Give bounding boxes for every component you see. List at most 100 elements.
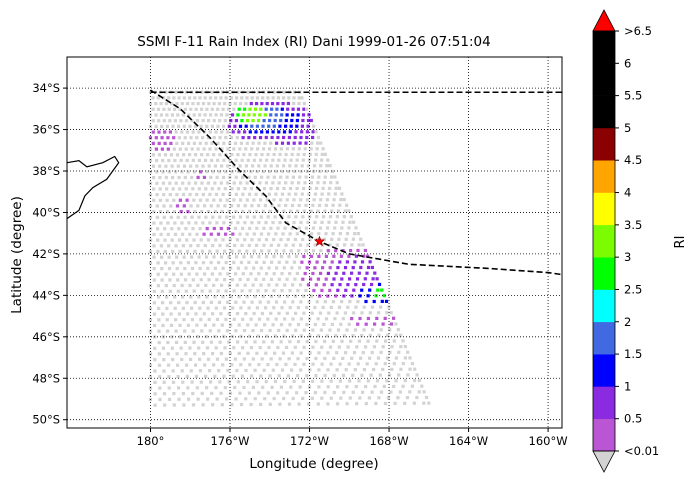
scan-point — [385, 333, 390, 337]
scan-point — [277, 374, 281, 378]
scan-point — [340, 192, 344, 196]
scan-point — [185, 238, 189, 242]
scan-point — [221, 175, 226, 179]
scan-point — [272, 90, 276, 94]
scan-point — [403, 379, 407, 383]
scan-point — [299, 334, 303, 338]
scan-point — [236, 380, 240, 384]
scan-point — [247, 243, 251, 247]
scan-point — [153, 346, 157, 350]
scan-point — [300, 192, 304, 196]
scan-point — [187, 181, 191, 185]
scan-point — [160, 124, 164, 128]
scan-point — [323, 339, 327, 344]
scan-point — [330, 322, 334, 326]
scan-point — [209, 340, 213, 344]
scan-point — [379, 350, 383, 354]
scan-point — [224, 261, 228, 265]
scan-point — [203, 363, 207, 367]
scan-point — [148, 193, 153, 197]
scan-point — [226, 147, 230, 151]
scan-point — [302, 209, 306, 213]
scan-point — [364, 345, 368, 349]
scan-point — [267, 345, 271, 350]
scan-point — [358, 316, 362, 321]
scan-point — [223, 102, 227, 106]
scan-point — [180, 283, 184, 288]
scan-point — [229, 221, 233, 225]
scan-point — [195, 232, 199, 236]
scan-point — [172, 392, 176, 396]
scan-point — [323, 300, 327, 304]
scan-point — [269, 226, 273, 230]
scan-point — [330, 237, 334, 241]
scan-point — [265, 198, 269, 202]
scan-point — [172, 96, 176, 100]
scan-point — [193, 124, 198, 128]
scan-point — [285, 260, 289, 264]
scan-point — [292, 96, 296, 100]
chart-title: SSMI F-11 Rain Index (RI) Dani 1999-01-2… — [137, 34, 490, 50]
scan-point — [165, 198, 169, 202]
scan-point — [318, 226, 323, 230]
scan-point — [181, 141, 185, 145]
scan-point — [369, 373, 373, 377]
scan-point — [308, 351, 312, 355]
scan-point — [157, 153, 161, 157]
scan-point — [336, 385, 340, 389]
scan-point — [225, 113, 229, 117]
scan-point — [193, 210, 197, 214]
scan-point — [209, 261, 213, 265]
scan-point — [261, 96, 265, 100]
scan-point — [356, 322, 360, 326]
scan-point — [305, 135, 309, 140]
x-axis-label: Longitude (degree) — [249, 456, 378, 472]
scan-point — [204, 374, 208, 378]
scan-point — [177, 238, 182, 242]
scan-point — [155, 193, 159, 197]
scan-point — [210, 141, 214, 145]
scan-point — [248, 107, 252, 111]
scan-point — [224, 317, 228, 321]
y-tick-label: 50°S — [32, 413, 60, 427]
scan-point — [262, 260, 266, 264]
scan-point — [164, 90, 168, 94]
scan-point — [157, 306, 161, 310]
scan-point — [334, 220, 338, 224]
scan-point — [164, 284, 168, 288]
map-plot-area — [66, 56, 563, 429]
scan-point — [226, 164, 230, 168]
scan-point — [316, 402, 320, 406]
scan-point — [200, 249, 204, 253]
scan-point — [252, 198, 256, 202]
scan-point — [202, 147, 206, 151]
scan-point — [329, 396, 333, 400]
scan-point — [197, 295, 201, 299]
scan-point — [337, 237, 341, 241]
scan-point — [254, 192, 258, 196]
scan-point — [277, 243, 281, 247]
scan-point — [161, 301, 165, 305]
scan-point — [179, 119, 183, 123]
scan-point — [222, 306, 227, 310]
scan-point — [286, 374, 290, 378]
scan-point — [214, 306, 218, 310]
scan-point — [167, 375, 171, 379]
scan-point — [253, 107, 257, 111]
scan-point — [310, 232, 314, 236]
scan-point — [188, 346, 192, 350]
scan-point — [272, 397, 276, 401]
y-axis-label: Latitude (degree) — [9, 196, 25, 314]
scan-point — [210, 391, 214, 395]
scan-point — [323, 260, 327, 264]
scan-point — [194, 374, 199, 378]
scan-point — [250, 124, 254, 128]
scan-point — [243, 204, 247, 208]
scan-point — [293, 362, 297, 366]
scan-point — [262, 119, 266, 123]
scan-point — [194, 181, 198, 185]
scan-point — [189, 164, 193, 168]
scan-point — [184, 352, 188, 356]
scan-point — [380, 299, 384, 303]
scan-point — [203, 323, 207, 327]
